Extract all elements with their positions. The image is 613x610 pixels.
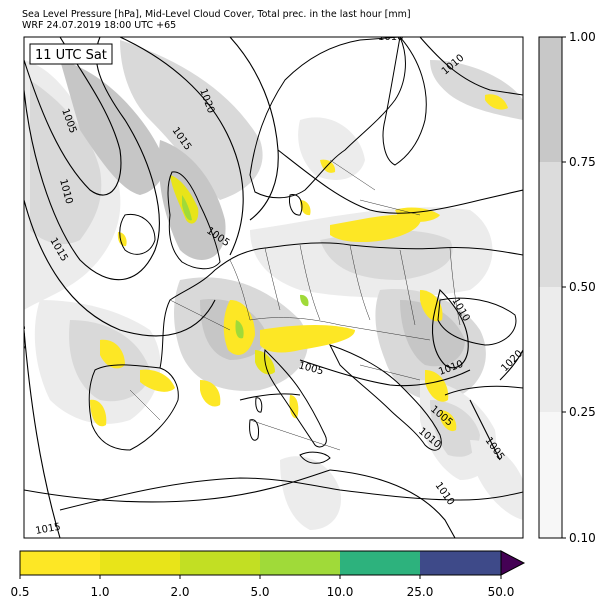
precip-colorbar-segment	[260, 551, 340, 575]
precipitation-colorbar: 0.5 1.0 2.0 5.0 10.0 25.0 50.0	[10, 550, 526, 599]
cloud-colorbar-tick: 0.50	[569, 280, 596, 294]
isobar-label: 1010	[378, 32, 403, 43]
precip-colorbar-tick: 5.0	[250, 585, 269, 599]
cloud-colorbar-tick: 0.75	[569, 155, 596, 169]
cloud-cover-colorbar: 0.10 0.25 0.50 0.75 1.00	[538, 30, 596, 545]
cloud-colorbar-segment	[539, 287, 562, 412]
precip-colorbar-tick: 10.0	[327, 585, 354, 599]
cloud-colorbar-segment	[539, 162, 562, 287]
precip-colorbar-segment	[180, 551, 260, 575]
cloud-colorbar-segment	[539, 37, 562, 162]
precip-colorbar-extend-arrow	[500, 550, 526, 576]
isobar-label: 1015	[35, 522, 62, 537]
cloud-colorbar-tick: 1.00	[569, 30, 596, 44]
precipitation-layer	[90, 94, 508, 432]
time-label-box	[29, 43, 113, 65]
precip-colorbar-segment	[20, 551, 100, 575]
isobars	[24, 37, 523, 538]
map-subtitle: WRF 24.07.2019 18:00 UTC +65	[22, 20, 177, 31]
cloud-colorbar-tick: 0.10	[569, 531, 596, 545]
time-label: 11 UTC Sat	[35, 48, 107, 63]
precip-colorbar-tick: 1.0	[90, 585, 109, 599]
cloud-cover-layer	[24, 40, 523, 530]
isobar-label: 1020	[15, 325, 26, 350]
cloud-colorbar-segment	[539, 412, 562, 538]
precip-colorbar-tick: 0.5	[10, 585, 29, 599]
precip-colorbar-tick: 25.0	[407, 585, 434, 599]
map-title: Sea Level Pressure [hPa], Mid-Level Clou…	[22, 9, 411, 20]
map-frame	[23, 36, 524, 539]
precip-colorbar-tick: 50.0	[488, 585, 515, 599]
precip-colorbar-tick: 2.0	[170, 585, 189, 599]
precip-colorbar-segment	[420, 551, 501, 575]
precip-colorbar-segment	[340, 551, 420, 575]
cloud-colorbar-tick: 0.25	[569, 405, 596, 419]
country-borders	[129, 159, 461, 451]
precip-colorbar-segment	[100, 551, 180, 575]
